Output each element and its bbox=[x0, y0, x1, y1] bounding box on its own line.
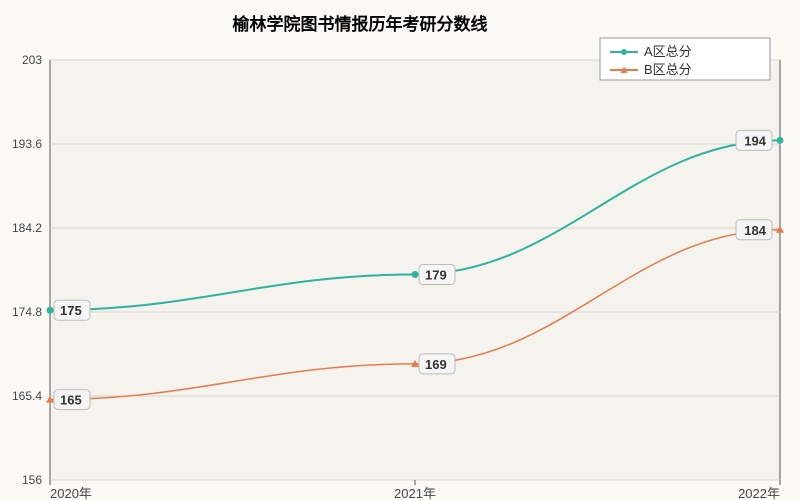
chart-container: 156 165.4 174.8 184.2 193.6 203 2020年 2021年 2022… bbox=[0, 0, 800, 500]
data-label: 165 bbox=[60, 393, 82, 408]
x-tick-label: 2021年 bbox=[394, 486, 436, 500]
line-chart: 156 165.4 174.8 184.2 193.6 203 2020年 2021年 2022… bbox=[0, 0, 800, 500]
y-tick-label: 184.2 bbox=[12, 221, 42, 235]
legend-label: A区总分 bbox=[644, 44, 692, 59]
data-label: 194 bbox=[744, 133, 766, 148]
x-tick-label: 2020年 bbox=[50, 486, 92, 500]
data-marker bbox=[777, 137, 784, 144]
y-tick-label: 156 bbox=[22, 473, 42, 487]
chart-title: 榆林学院图书情报历年考研分数线 bbox=[233, 14, 488, 34]
data-label: 175 bbox=[60, 303, 82, 318]
y-tick-label: 203 bbox=[22, 53, 42, 67]
data-label: 179 bbox=[425, 267, 447, 282]
data-label: 169 bbox=[425, 357, 447, 372]
y-tick-label: 193.6 bbox=[12, 137, 42, 151]
legend-label: B区总分 bbox=[644, 62, 692, 77]
x-tick-label: 2022年 bbox=[738, 486, 780, 500]
data-marker bbox=[47, 307, 54, 314]
plot-area bbox=[50, 60, 780, 480]
data-label: 184 bbox=[744, 223, 766, 238]
y-tick-label: 174.8 bbox=[12, 305, 42, 319]
data-marker bbox=[412, 271, 419, 278]
y-tick-label: 165.4 bbox=[12, 389, 42, 403]
